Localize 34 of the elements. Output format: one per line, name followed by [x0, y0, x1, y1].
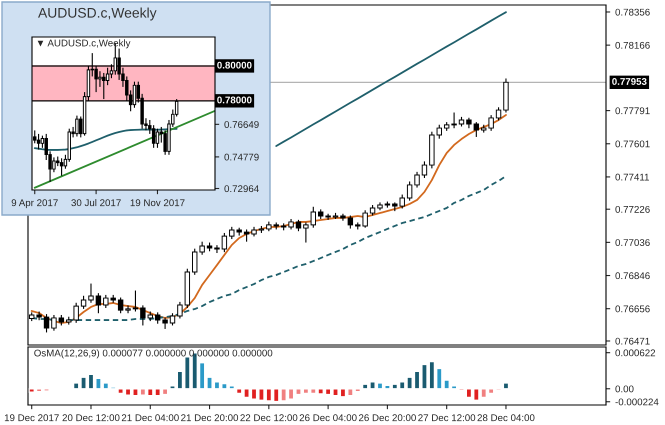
ref-line-label: 0.80000	[217, 62, 252, 69]
y-tick-label: 0.78356	[615, 8, 650, 16]
x-tick-label: 26 Dec 20:00	[358, 414, 416, 422]
ref-line-label: 0.77953	[612, 78, 647, 85]
y-tick-label: 0.00	[615, 385, 634, 392]
x-tick-label: 21 Dec 20:00	[181, 414, 238, 422]
x-tick-label: 21 Dec 04:00	[122, 414, 179, 422]
chart-title: OsMA(12,26,9) 0.000077 0.000000 0.000000 0.000000	[34, 349, 272, 358]
y-tick-label: 0.77411	[615, 174, 649, 181]
y-tick-label: 0.76649	[224, 121, 259, 128]
ref-line-label: 0.78000	[217, 96, 252, 104]
x-tick-label: 9 Apr 2017	[12, 199, 58, 208]
x-tick-label: 30 Jul 2017	[71, 199, 121, 206]
y-tick-label: 0.77791	[615, 107, 650, 114]
x-tick-label: 27 Dec 12:00	[418, 414, 476, 422]
y-tick-label: 0.76846	[615, 272, 650, 280]
x-tick-label: 28 Dec 04:00	[478, 414, 534, 422]
y-tick-label: 0.76656	[615, 305, 650, 312]
y-tick-label: 0.77226	[615, 206, 650, 213]
x-tick-label: 26 Dec 04:00	[300, 414, 357, 422]
y-tick-label: 0.77036	[615, 239, 650, 246]
x-tick-label: 19 Dec 2017	[4, 414, 59, 422]
x-tick-label: 22 Dec 12:00	[240, 414, 298, 422]
y-tick-label: 0.74779	[224, 154, 259, 161]
x-tick-label: 19 Nov 2017	[130, 199, 185, 206]
y-tick-label: -0.000224	[615, 398, 659, 406]
y-tick-label: 0.72964	[224, 185, 259, 192]
y-tick-label: 0.78166	[615, 42, 650, 49]
y-tick-label: 0.76471	[615, 338, 650, 345]
chart-title: AUDUSD.c,Weekly	[38, 8, 157, 20]
y-tick-label: 0.77601	[615, 140, 650, 148]
y-tick-label: 0.000622	[615, 349, 656, 356]
chart-subtitle: ▼ AUDUSD.c,Weekly	[38, 39, 130, 48]
x-tick-label: 20 Dec 12:00	[62, 414, 120, 422]
